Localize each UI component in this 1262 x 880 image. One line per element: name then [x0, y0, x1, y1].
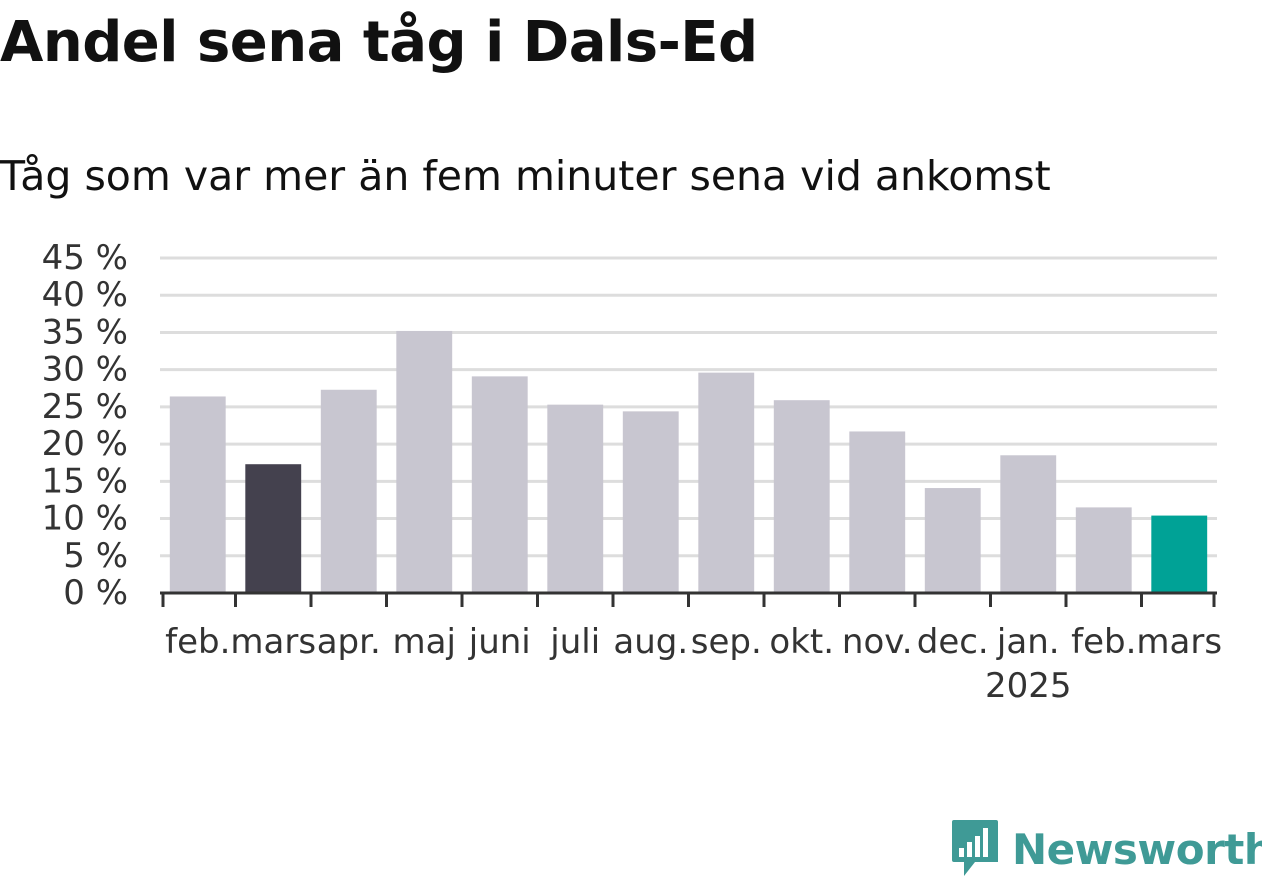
bar: [169, 396, 226, 593]
x-tick-label: sep.: [691, 622, 762, 662]
x-axis: [160, 591, 1217, 607]
gridlines: [160, 256, 1217, 558]
bar: [547, 404, 604, 593]
x-tick-label: okt.: [769, 622, 834, 662]
bar: [1075, 507, 1132, 593]
bar: [320, 389, 377, 593]
x-tick-label: dec.: [917, 622, 989, 662]
x-tick-label: juli: [549, 622, 600, 662]
bar: [622, 411, 679, 593]
x-year-label: 2025: [985, 666, 1072, 706]
y-tick-label: 5 %: [63, 536, 128, 576]
bar: [1151, 515, 1208, 593]
x-tick-label: feb.: [165, 622, 230, 662]
y-tick-label: 40 %: [42, 275, 128, 315]
y-tick-label: 45 %: [42, 238, 128, 278]
y-tick-label: 35 %: [42, 312, 128, 352]
y-axis-ticks: 0 %5 %10 %15 %20 %25 %30 %35 %40 %45 %: [42, 238, 128, 613]
bar: [1000, 455, 1057, 593]
newsworthy-logo: Newsworthy: [950, 818, 1262, 880]
x-tick-label: nov.: [842, 622, 913, 662]
y-tick-label: 10 %: [42, 499, 128, 539]
x-tick-label: apr.: [317, 622, 381, 662]
y-tick-label: 0 %: [63, 573, 128, 613]
bar: [698, 372, 755, 593]
x-tick-label: mars: [230, 622, 316, 662]
bar: [245, 464, 302, 593]
y-tick-label: 15 %: [42, 461, 128, 501]
newsworthy-chart-icon: [952, 820, 998, 876]
bar: [924, 488, 981, 593]
bar: [396, 330, 453, 593]
x-tick-label: aug.: [613, 622, 688, 662]
logo-text: Newsworthy: [1012, 824, 1262, 874]
x-tick-label: feb.: [1071, 622, 1136, 662]
x-tick-label: maj: [393, 622, 456, 662]
chart-title: Andel sena tåg i Dals-Ed: [0, 10, 758, 75]
x-tick-label: juni: [468, 622, 531, 662]
y-tick-label: 30 %: [42, 350, 128, 390]
bars: [169, 330, 1208, 593]
x-tick-label: jan.: [996, 622, 1060, 662]
y-tick-label: 25 %: [42, 387, 128, 427]
x-axis-ticks: feb. mars apr. maj juni juli aug. sep. okt. nov. d…: [165, 622, 1222, 706]
bar: [773, 400, 830, 593]
bar: [849, 431, 906, 593]
x-tick-label: mars: [1136, 622, 1222, 662]
bar: [471, 376, 528, 593]
y-tick-label: 20 %: [42, 424, 128, 464]
chart-subtitle: Tåg som var mer än fem minuter sena vid …: [0, 152, 1051, 200]
